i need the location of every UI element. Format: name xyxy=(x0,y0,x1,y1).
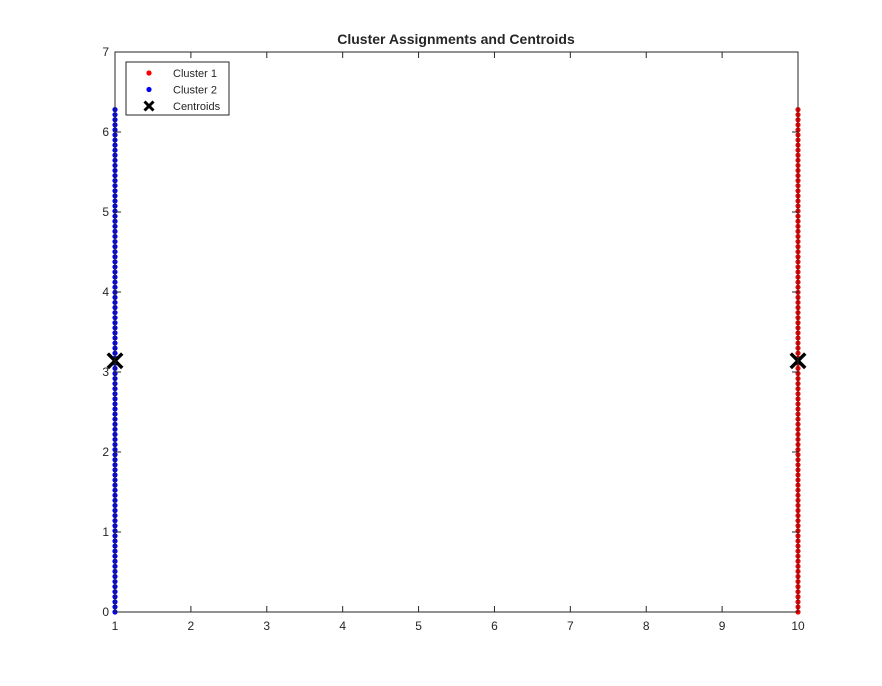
y-tick-label: 6 xyxy=(102,125,109,139)
y-tick-label: 4 xyxy=(102,285,109,299)
legend-item: Cluster 1 xyxy=(146,68,217,80)
axes-box xyxy=(114,51,799,613)
legend-label: Cluster 1 xyxy=(173,68,217,80)
x-tick-label: 4 xyxy=(339,619,346,633)
legend: Cluster 1 Cluster 2 Centroids xyxy=(125,61,230,116)
chart-title: Cluster Assignments and Centroids xyxy=(337,31,575,47)
legend-box xyxy=(125,61,230,116)
x-tick-label: 5 xyxy=(415,619,422,633)
y-tick-label: 3 xyxy=(102,365,109,379)
x-tick-label: 2 xyxy=(188,619,195,633)
x-tick-label: 3 xyxy=(263,619,270,633)
legend-item: Cluster 2 xyxy=(146,85,217,97)
y-tick-label: 7 xyxy=(102,45,109,59)
x-tick-label: 8 xyxy=(643,619,650,633)
x-tick-label: 1 xyxy=(112,619,119,633)
y-tick-label: 1 xyxy=(102,525,109,539)
x-tick-label: 10 xyxy=(791,619,805,633)
legend-marker xyxy=(143,100,155,112)
legend-label: Centroids xyxy=(173,101,221,113)
x-tick-label: 6 xyxy=(491,619,498,633)
y-axis: 0 1 2 3 4 5 6 7 xyxy=(102,45,798,619)
legend-item: Centroids xyxy=(143,100,221,113)
x-axis: 1 2 3 4 5 6 7 8 9 10 xyxy=(112,52,805,633)
x-tick-label: 7 xyxy=(567,619,574,633)
plot-area xyxy=(115,52,798,612)
x-tick-label: 9 xyxy=(719,619,726,633)
legend-marker xyxy=(146,70,152,76)
y-tick-label: 0 xyxy=(102,605,109,619)
y-tick-label: 5 xyxy=(102,205,109,219)
legend-label: Cluster 2 xyxy=(173,85,217,97)
y-tick-label: 2 xyxy=(102,445,109,459)
legend-marker xyxy=(146,86,152,93)
